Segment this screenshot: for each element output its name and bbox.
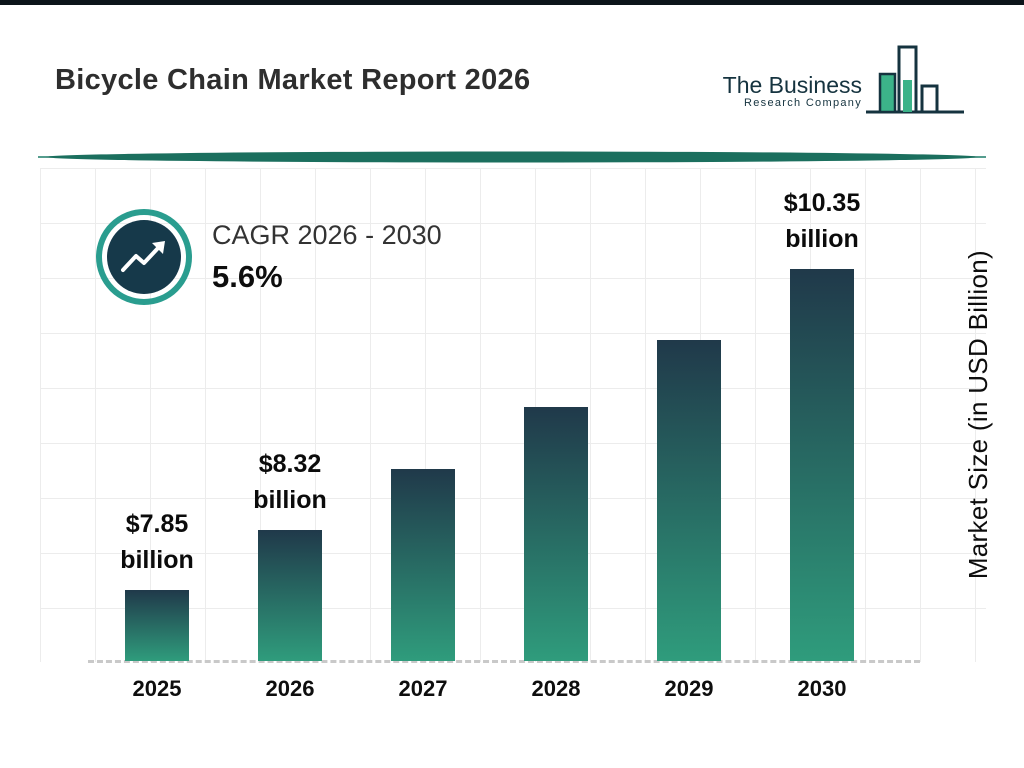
bar-value-label-2025: $7.85 billion	[120, 506, 194, 579]
x-axis-label-2028: 2028	[531, 676, 581, 701]
bar-2025	[125, 590, 189, 661]
y-axis-label-wrap: Market Size (in USD Billion)	[963, 168, 994, 662]
bar-value-label-2026: $8.32 billion	[253, 446, 327, 519]
bar-column-2029	[614, 340, 764, 661]
bar-value-amount: $10.35	[783, 188, 861, 217]
x-axis-label-2025: 2025	[132, 676, 182, 701]
x-axis-label-2029: 2029	[664, 676, 714, 701]
bar-column-2030: $10.35 billion	[747, 185, 897, 661]
company-logo: The Business Research Company	[723, 44, 966, 123]
bar-column-2028	[481, 407, 631, 661]
company-logo-line1: The Business	[722, 71, 862, 98]
bar-column-2025: $7.85 billion	[82, 506, 232, 661]
company-logo-line2: Research Company	[743, 97, 862, 109]
cagr-trend-icon	[95, 208, 193, 306]
bar-chart-logo-icon	[866, 44, 966, 123]
bar-value-amount: $7.85	[125, 509, 189, 538]
header-divider	[38, 150, 986, 164]
bar-2027	[391, 469, 455, 661]
bar-2030	[790, 269, 854, 661]
page-title: Bicycle Chain Market Report 2026	[55, 64, 531, 96]
bar-column-2027	[348, 469, 498, 661]
x-axis-label-2027: 2027	[398, 676, 448, 701]
bar-column-2026: $8.32 billion	[215, 446, 365, 661]
cagr-label: CAGR 2026 - 2030	[212, 220, 442, 250]
x-axis-baseline	[88, 660, 920, 663]
bar-value-unit: billion	[253, 485, 327, 514]
x-axis-label-2030: 2030	[797, 676, 847, 701]
bar-2028	[524, 407, 588, 661]
bar-value-amount: $8.32	[258, 449, 322, 478]
cagr-value: 5.6%	[212, 259, 283, 294]
top-border	[0, 0, 1024, 5]
bar-value-unit: billion	[785, 224, 859, 253]
bar-2029	[657, 340, 721, 661]
x-axis-label-2026: 2026	[265, 676, 315, 701]
bar-value-unit: billion	[120, 545, 194, 574]
company-logo-text: The Business Research Company	[723, 73, 862, 109]
bar-value-label-2030: $10.35 billion	[784, 185, 860, 258]
y-axis-label: Market Size (in USD Billion)	[963, 250, 993, 580]
bar-2026	[258, 530, 322, 661]
cagr-text-block: CAGR 2026 - 2030 5.6%	[212, 220, 442, 295]
